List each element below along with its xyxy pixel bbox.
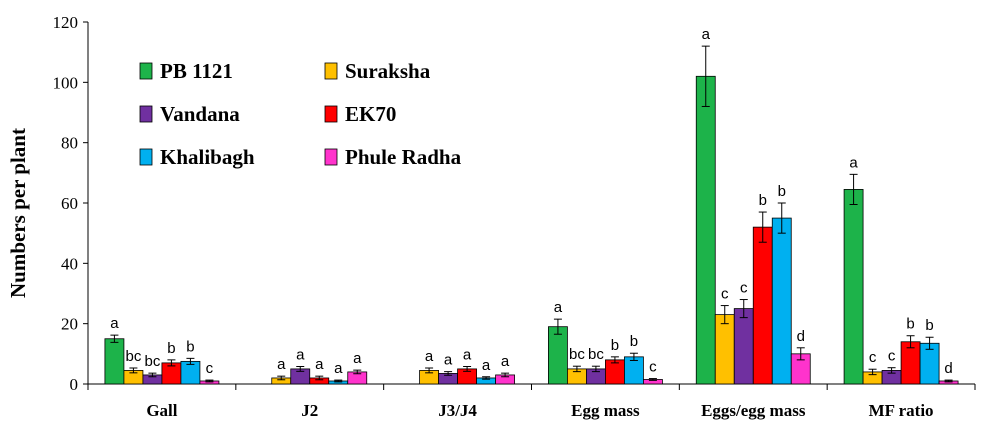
legend-label: Khalibagh [160, 145, 255, 169]
significance-label: a [463, 347, 472, 364]
significance-label: bc [588, 346, 604, 363]
bar [733, 308, 754, 385]
bar [843, 189, 864, 385]
legend-swatch [324, 148, 338, 166]
bar [548, 326, 568, 385]
legend-item: Phule Radha [324, 145, 462, 169]
bar [714, 314, 735, 385]
bar [695, 75, 716, 385]
significance-label: a [110, 315, 119, 332]
significance-label: bc [144, 353, 160, 370]
y-tick-label: 0 [70, 375, 79, 394]
legend-item: Khalibagh [139, 145, 255, 169]
legend-item: Vandana [139, 102, 240, 126]
significance-label: a [296, 347, 305, 364]
significance-label: b [630, 333, 638, 350]
legend-swatch [139, 148, 153, 166]
y-tick-label: 60 [61, 194, 78, 213]
significance-label: c [740, 280, 748, 297]
significance-label: c [649, 359, 657, 376]
y-tick-label: 100 [53, 73, 79, 92]
legend: PB 1121 Suraksha Vandana EK70 Khalibagh Phule… [139, 59, 462, 169]
bar [104, 338, 125, 385]
y-axis-title: Numbers per plant [6, 128, 30, 298]
significance-label: a [315, 356, 324, 373]
legend-swatch [139, 62, 153, 80]
significance-label: b [925, 317, 933, 334]
y-tick-label: 120 [53, 13, 79, 32]
significance-label: c [869, 349, 877, 366]
legend-item: PB 1121 [139, 59, 233, 83]
significance-label: c [721, 286, 729, 303]
significance-label: b [759, 192, 767, 209]
legend-label: PB 1121 [160, 59, 233, 83]
legend-swatch [324, 105, 338, 123]
category-label: Gall [146, 401, 177, 420]
significance-label: a [425, 348, 434, 365]
significance-label: bc [569, 346, 585, 363]
legend-item: Suraksha [324, 59, 431, 83]
significance-label: c [206, 360, 214, 377]
significance-label: a [334, 360, 343, 377]
bar [605, 359, 625, 385]
x-axis: Gall J2 J3/J4 Egg mass Eggs/egg mass MF ratio [87, 383, 976, 420]
bar [752, 226, 773, 385]
y-tick-label: 20 [61, 315, 78, 334]
legend-item: EK70 [324, 102, 396, 126]
legend-swatch [139, 105, 153, 123]
significance-label: a [554, 299, 563, 316]
significance-label: c [888, 348, 896, 365]
significance-label: b [167, 340, 175, 357]
legend-label: Suraksha [345, 59, 431, 83]
y-tick-label: 40 [61, 254, 78, 273]
legend-label: Vandana [160, 102, 240, 126]
significance-label: a [501, 353, 510, 370]
significance-label: bc [125, 348, 141, 365]
significance-label: a [353, 350, 362, 367]
legend-swatch [324, 62, 338, 80]
significance-label: b [906, 316, 914, 333]
significance-label: a [277, 356, 286, 373]
legend-label: Phule Radha [345, 145, 462, 169]
significance-label: d [797, 328, 805, 345]
significance-label: a [444, 352, 453, 369]
y-axis: 0 20 40 60 80 100 120 [53, 13, 89, 394]
significance-label: a [702, 26, 711, 43]
y-tick-label: 80 [61, 134, 78, 153]
significance-label: a [849, 154, 858, 171]
significance-label: d [944, 360, 952, 377]
significance-label: b [611, 337, 619, 354]
significance-label: b [778, 183, 786, 200]
category-label: MF ratio [869, 401, 934, 420]
significance-label: b [186, 338, 194, 355]
category-label: J2 [301, 401, 318, 420]
category-label: Eggs/egg mass [701, 401, 806, 420]
category-label: Egg mass [571, 401, 640, 420]
bar [771, 217, 792, 385]
category-label: J3/J4 [438, 401, 477, 420]
significance-label: a [482, 357, 491, 374]
legend-label: EK70 [345, 102, 396, 126]
